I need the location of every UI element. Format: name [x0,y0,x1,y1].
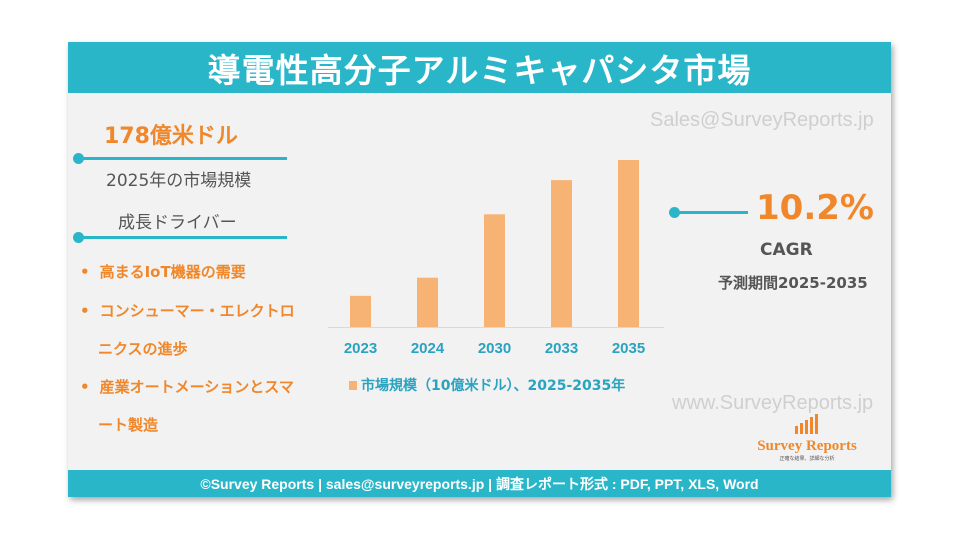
x-tick-label: 2035 [612,340,645,357]
market-size-line [80,157,287,160]
infographic-card: 導電性高分子アルミキャパシタ市場 Sales@SurveyReports.jp … [68,42,891,497]
driver-item: • 高まるIoT機器の需要 [80,263,246,281]
market-bar-chart: 2023 2024 2030 2033 2035 市場規模（10億米ドル）、2025-20… [328,160,664,394]
x-tick-label: 2033 [545,340,578,357]
growth-drivers-line [80,236,287,239]
cagr-label: CAGR [760,240,813,260]
driver-item-continued: ート製造 [98,416,159,434]
footer-text: ©Survey Reports | sales@surveyreports.jp… [200,475,759,492]
driver-item: • 産業オートメーションとスマ [80,378,294,396]
forecast-period: 予測期間2025-2035 [718,274,868,292]
bar-2023 [350,295,371,327]
growth-drivers-heading: 成長ドライバー [118,213,237,233]
market-size-dot [73,153,84,164]
cagr-dot [669,207,680,218]
driver-item: • コンシューマー・エレクトロ [80,302,295,320]
bullet-icon: • [80,263,90,281]
legend-label: 市場規模（10億米ドル）、2025-2035年 [361,377,625,394]
cagr-value: 10.2% [756,188,874,228]
footer-bar: ©Survey Reports | sales@surveyreports.jp… [68,470,891,497]
growth-drivers-dot [73,232,84,243]
logo-name: Survey Reports [757,438,857,454]
x-tick-label: 2024 [411,340,445,357]
bar-2033 [551,180,572,327]
header-bar: 導電性高分子アルミキャパシタ市場 [68,42,891,93]
watermark-url: www.SurveyReports.jp [672,392,874,414]
x-tick-label: 2030 [478,340,511,357]
bullet-icon: • [80,302,90,320]
bar-2024 [417,277,438,327]
cagr-line [676,211,748,214]
x-tick-label: 2023 [344,340,377,357]
market-size-label: 2025年の市場規模 [106,171,252,191]
logo-bars-icon [795,414,818,434]
bullet-icon: • [80,378,90,396]
logo-tagline: 正確な結果、詳細な分析 [779,456,835,462]
market-size-value: 178億米ドル [104,124,238,149]
survey-reports-logo: Survey Reports 正確な結果、詳細な分析 [746,414,868,462]
legend-swatch [349,381,357,390]
watermark-email: Sales@SurveyReports.jp [650,109,874,131]
page-title: 導電性高分子アルミキャパシタ市場 [207,50,752,90]
bar-2035 [618,160,639,327]
bar-2030 [484,214,505,327]
driver-item-continued: ニクスの進歩 [98,340,188,358]
